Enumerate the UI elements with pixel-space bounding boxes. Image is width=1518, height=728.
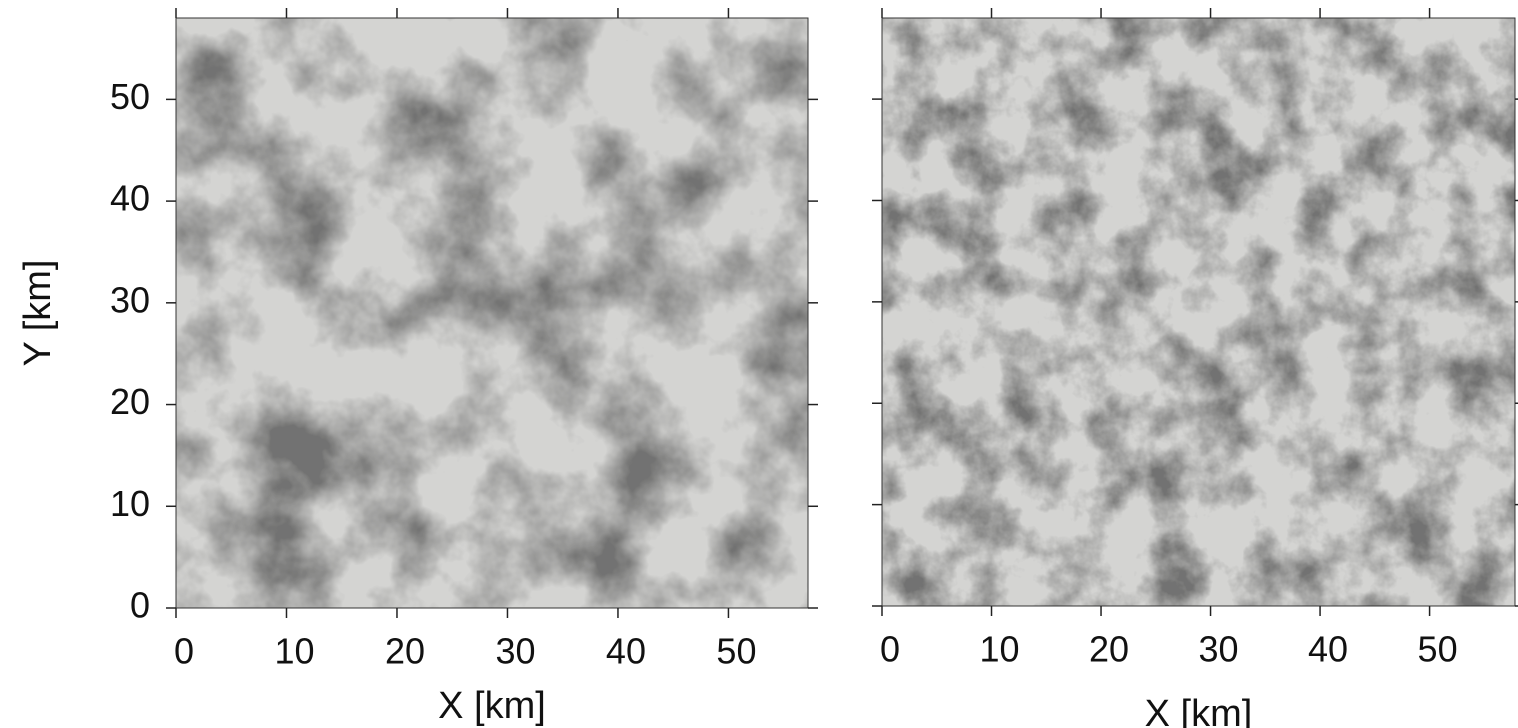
y-tick-label: 50 [110, 76, 150, 117]
x-axis-label: X [km] [1145, 693, 1253, 728]
x-tick-label: 50 [716, 631, 756, 672]
y-tick-label: 10 [110, 483, 150, 524]
x-tick-label: 40 [606, 631, 646, 672]
x-tick-label: 30 [495, 631, 535, 672]
x-tick-label: 10 [274, 631, 314, 672]
x-tick-label: 50 [1418, 629, 1458, 670]
x-tick-label: 10 [979, 629, 1019, 670]
y-tick-label: 30 [110, 279, 150, 320]
x-tick-label: 30 [1199, 629, 1239, 670]
y-axis-label: Y [km] [17, 260, 59, 367]
x-tick-label: 0 [174, 631, 194, 672]
y-tick-label: 20 [110, 381, 150, 422]
frame [175, 17, 809, 609]
x-tick-label: 20 [385, 631, 425, 672]
image-texture [882, 18, 1515, 606]
y-tick-label: 0 [130, 585, 150, 626]
frame [881, 17, 1516, 607]
image-highlight [176, 18, 808, 608]
x-tick-label: 0 [880, 629, 900, 670]
image-highlight [882, 18, 1515, 606]
y-tick-label: 40 [110, 178, 150, 219]
image-texture [176, 18, 808, 608]
x-tick-label: 20 [1089, 629, 1129, 670]
x-tick-label: 40 [1308, 629, 1348, 670]
x-axis-label: X [km] [438, 685, 546, 727]
